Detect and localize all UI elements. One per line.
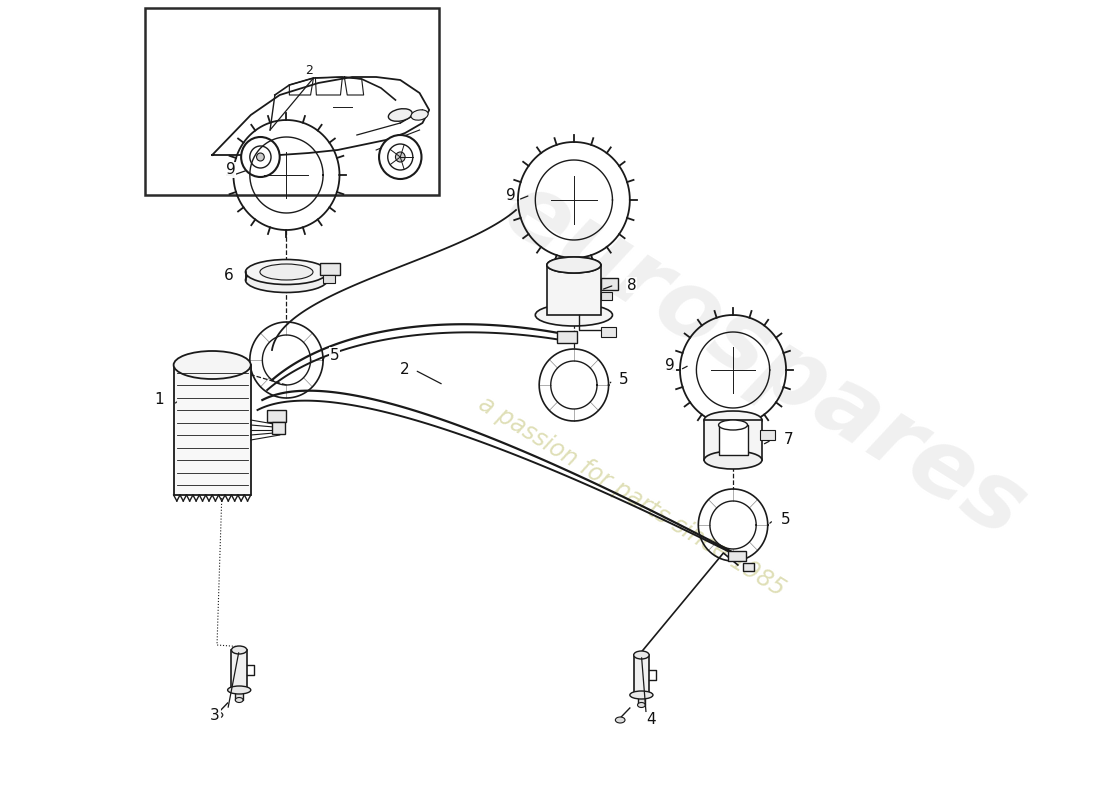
- Text: 2: 2: [305, 63, 312, 77]
- Text: 3: 3: [210, 707, 220, 722]
- Text: 1: 1: [154, 393, 164, 407]
- Ellipse shape: [174, 351, 251, 379]
- Text: a passion for parts since 1985: a passion for parts since 1985: [474, 391, 789, 601]
- Bar: [742, 563, 755, 571]
- Ellipse shape: [547, 257, 601, 273]
- Bar: [547, 265, 601, 315]
- Bar: [174, 365, 251, 495]
- Bar: [558, 331, 576, 343]
- Ellipse shape: [260, 264, 313, 280]
- Circle shape: [256, 153, 264, 161]
- Bar: [272, 422, 286, 434]
- Ellipse shape: [411, 110, 428, 120]
- Ellipse shape: [245, 259, 328, 285]
- Ellipse shape: [704, 411, 762, 429]
- Ellipse shape: [388, 109, 412, 122]
- Text: 5: 5: [619, 373, 629, 387]
- Ellipse shape: [704, 451, 762, 469]
- Ellipse shape: [536, 304, 613, 326]
- Text: 9: 9: [666, 358, 675, 373]
- Bar: [145, 8, 439, 195]
- Ellipse shape: [213, 712, 223, 718]
- FancyBboxPatch shape: [386, 142, 404, 150]
- Text: 4: 4: [646, 713, 656, 727]
- Ellipse shape: [547, 257, 601, 273]
- Circle shape: [396, 152, 405, 162]
- Bar: [320, 263, 340, 275]
- Bar: [601, 327, 616, 337]
- Ellipse shape: [634, 651, 649, 659]
- Ellipse shape: [615, 717, 625, 723]
- Bar: [235, 690, 243, 700]
- Circle shape: [379, 135, 421, 179]
- Bar: [728, 551, 746, 561]
- Text: eurospares: eurospares: [486, 162, 1042, 558]
- Text: 5: 5: [781, 513, 791, 527]
- Ellipse shape: [228, 686, 251, 694]
- Ellipse shape: [638, 702, 646, 707]
- Circle shape: [241, 137, 279, 177]
- Bar: [601, 292, 613, 300]
- Ellipse shape: [235, 698, 243, 702]
- Text: 6: 6: [223, 267, 233, 282]
- Text: 2: 2: [400, 362, 410, 378]
- Text: 8: 8: [627, 278, 637, 293]
- Bar: [267, 410, 286, 422]
- Bar: [601, 278, 618, 290]
- Text: 5: 5: [330, 347, 340, 362]
- Bar: [231, 650, 246, 690]
- Bar: [718, 425, 748, 455]
- Bar: [323, 275, 334, 283]
- Ellipse shape: [231, 646, 246, 654]
- Ellipse shape: [245, 267, 328, 293]
- Ellipse shape: [718, 420, 748, 430]
- Bar: [704, 420, 762, 460]
- Bar: [760, 430, 774, 440]
- Text: 9: 9: [226, 162, 235, 178]
- Bar: [634, 655, 649, 695]
- Ellipse shape: [630, 691, 653, 699]
- Bar: [638, 695, 646, 705]
- Text: 7: 7: [784, 433, 794, 447]
- Text: 9: 9: [506, 187, 516, 202]
